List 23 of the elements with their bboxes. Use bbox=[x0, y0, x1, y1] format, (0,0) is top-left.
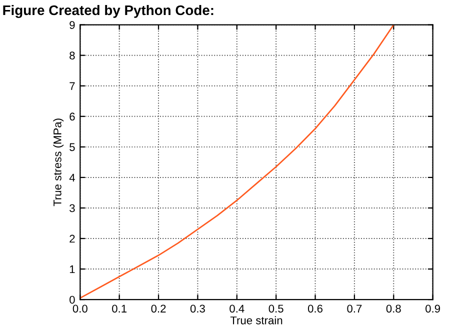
x-tick-label: 0.6 bbox=[308, 304, 322, 313]
y-tick-label: 0 bbox=[70, 296, 75, 304]
x-tick-label: 0.8 bbox=[386, 304, 401, 313]
x-tick-label: 0.5 bbox=[268, 304, 284, 313]
x-tick-label: 0.3 bbox=[190, 304, 205, 313]
y-tick-label: 8 bbox=[70, 52, 75, 60]
x-tick-label: 0.9 bbox=[426, 304, 440, 313]
y-tick-label: 4 bbox=[69, 174, 75, 182]
x-tick-label: 0.1 bbox=[112, 304, 127, 313]
y-tick-label: 3 bbox=[70, 204, 75, 212]
x-axis-title: True strain bbox=[230, 316, 282, 324]
chart-title: Figure Created by Python Code: bbox=[3, 4, 214, 18]
x-tick-label: 0.4 bbox=[230, 304, 244, 313]
y-tick-label: 6 bbox=[70, 112, 75, 121]
y-tick-label: 1 bbox=[70, 265, 75, 274]
x-tick-label: 0.7 bbox=[347, 304, 362, 313]
x-tick-label: 0.2 bbox=[151, 304, 166, 313]
x-tick-label: 0.0 bbox=[72, 304, 88, 313]
y-tick-label: 5 bbox=[70, 143, 75, 152]
y-tick-label: 9 bbox=[70, 21, 75, 29]
y-tick-label: 7 bbox=[70, 82, 75, 90]
y-tick-label: 2 bbox=[70, 234, 75, 243]
y-axis-title: True stress (MPa) bbox=[53, 118, 64, 206]
